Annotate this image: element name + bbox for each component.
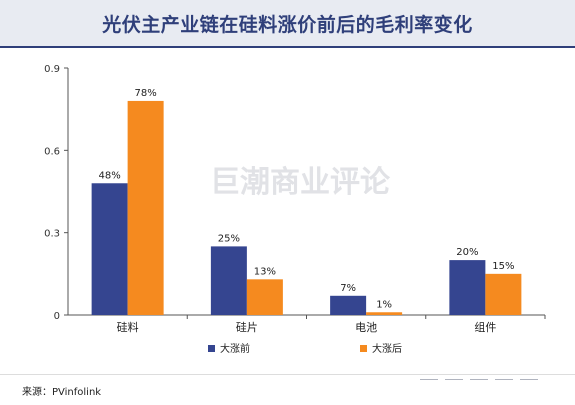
- bar-after: [366, 312, 403, 315]
- bars-group: 48% 78% 25% 13% 7% 1% 20% 15%: [91, 88, 522, 315]
- chart-title: 光伏主产业链在硅料涨价前后的毛利率变化: [102, 14, 473, 36]
- y-tick-label: 0: [54, 311, 60, 322]
- watermark: 巨潮商业评论: [210, 165, 391, 200]
- footer-decoration: [495, 379, 513, 380]
- legend-label: 大涨前: [220, 342, 250, 355]
- data-label: 48%: [99, 170, 121, 181]
- title-band: [0, 0, 575, 46]
- data-label: 7%: [340, 283, 356, 294]
- legend-label: 大涨后: [372, 342, 402, 355]
- x-tick-label: 电池: [355, 321, 377, 334]
- data-label: 25%: [218, 233, 240, 244]
- data-label: 78%: [135, 88, 157, 99]
- data-label: 15%: [492, 261, 514, 272]
- x-tick-label: 硅料: [117, 320, 139, 334]
- source-note: 来源：PVinfolink: [22, 387, 102, 398]
- y-tick-label: 0.6: [44, 146, 60, 157]
- footer-divider: [0, 374, 575, 375]
- title-divider: [0, 46, 575, 48]
- y-tick-label: 0.9: [44, 64, 60, 75]
- bar-after: [127, 100, 164, 315]
- x-tick-label: 组件: [474, 320, 496, 334]
- bar-before: [210, 246, 247, 315]
- data-label: 1%: [376, 299, 392, 310]
- legend-swatch-after: [360, 345, 367, 352]
- y-tick-label: 0.3: [44, 229, 60, 240]
- bar-before: [330, 295, 367, 315]
- bar-after: [246, 279, 283, 315]
- legend: 大涨前 大涨后: [208, 342, 402, 355]
- bar-before: [449, 260, 486, 315]
- bar-after: [485, 273, 522, 315]
- footer-decoration: [420, 379, 438, 380]
- x-tick-label: 硅片: [236, 321, 258, 334]
- data-label: 13%: [254, 266, 276, 277]
- footer-decoration: [470, 379, 488, 380]
- bar-chart: 巨潮商业评论 0 0.3 0.6 0.9 硅料 硅片 电池 组件 48% 78% 25% 13% 7%…: [44, 64, 546, 355]
- footer-decoration: [445, 379, 463, 380]
- bar-before: [91, 183, 128, 315]
- data-label: 20%: [456, 247, 478, 258]
- legend-swatch-before: [208, 345, 215, 352]
- footer-decoration: [520, 379, 538, 380]
